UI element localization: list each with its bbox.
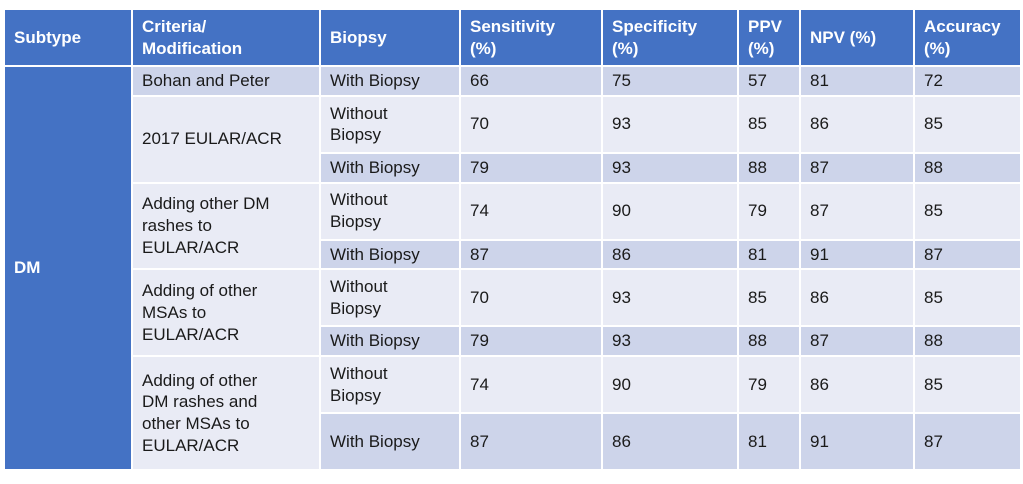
ppv-cell: 79	[737, 355, 801, 414]
header-accuracy: Accuracy (%)	[913, 8, 1022, 67]
specificity-cell: 93	[601, 268, 739, 328]
criteria-cell: Bohan and Peter	[131, 65, 321, 97]
header-ppv: PPV (%)	[737, 8, 801, 67]
sensitivity-cell: 66	[459, 65, 603, 97]
table-row: DM Bohan and Peter With Biopsy 66 75 57 …	[3, 65, 1022, 471]
header-sensitivity: Sensitivity (%)	[459, 8, 603, 67]
biopsy-cell: With Biopsy	[319, 65, 461, 97]
accuracy-cell: 85	[913, 94, 1022, 154]
specificity-cell: 75	[601, 65, 739, 97]
table-row: 2017 EULAR/ACR Without Biopsy 70 93 85 8…	[4, 94, 1022, 184]
header-row: Subtype Criteria/ Modification Biopsy Se…	[3, 8, 1022, 67]
sensitivity-cell: 79	[459, 325, 603, 357]
accuracy-cell: 85	[913, 268, 1022, 328]
table-row: With Biopsy 79 93 88 87 88	[4, 325, 1022, 357]
sensitivity-cell: 70	[459, 94, 603, 154]
table-row: With Biopsy 79 93 88 87 88	[4, 151, 1022, 184]
sensitivity-cell: 87	[459, 238, 603, 271]
table-row: Adding other DM rashes to EULAR/ACR With…	[4, 181, 1022, 271]
ppv-cell: 85	[737, 268, 801, 328]
biopsy-cell: Without Biopsy	[319, 181, 461, 241]
biopsy-cell: Without Biopsy	[319, 268, 461, 328]
specificity-cell: 93	[601, 94, 739, 154]
biopsy-cell: With Biopsy	[319, 151, 461, 184]
specificity-cell: 90	[601, 355, 739, 414]
header-criteria: Criteria/ Modification	[131, 8, 321, 67]
header-npv: NPV (%)	[799, 8, 915, 67]
header-specificity: Specificity (%)	[601, 8, 739, 67]
biopsy-cell: With Biopsy	[319, 238, 461, 271]
accuracy-cell: 85	[913, 181, 1022, 241]
criteria-cell: Adding of other MSAs to EULAR/ACR	[131, 268, 321, 357]
accuracy-cell: 87	[913, 238, 1022, 271]
ppv-cell: 79	[737, 181, 801, 241]
ppv-cell: 85	[737, 94, 801, 154]
ppv-cell: 81	[737, 412, 801, 471]
npv-cell: 87	[799, 325, 915, 357]
sensitivity-cell: 79	[459, 151, 603, 184]
table-row: With Biopsy 87 86 81 91 87	[4, 238, 1022, 271]
accuracy-cell: 72	[913, 65, 1022, 97]
header-biopsy: Biopsy	[319, 8, 461, 67]
biopsy-cell: With Biopsy	[319, 325, 461, 357]
sensitivity-cell: 87	[459, 412, 603, 471]
specificity-cell: 90	[601, 181, 739, 241]
ppv-cell: 81	[737, 238, 801, 271]
sensitivity-cell: 74	[459, 181, 603, 241]
ppv-cell: 88	[737, 151, 801, 184]
diagnostic-criteria-table: Subtype Criteria/ Modification Biopsy Se…	[3, 8, 1022, 471]
biopsy-cell: With Biopsy	[319, 412, 461, 471]
specificity-cell: 93	[601, 325, 739, 357]
npv-cell: 91	[799, 412, 915, 471]
accuracy-cell: 85	[913, 355, 1022, 414]
specificity-cell: 86	[601, 238, 739, 271]
specificity-cell: 86	[601, 412, 739, 471]
ppv-cell: 57	[737, 65, 801, 97]
header-subtype: Subtype	[3, 8, 133, 67]
accuracy-cell: 87	[913, 412, 1022, 471]
accuracy-cell: 88	[913, 151, 1022, 184]
criteria-cell: 2017 EULAR/ACR	[131, 94, 321, 184]
npv-cell: 86	[799, 94, 915, 154]
npv-cell: 81	[799, 65, 915, 97]
biopsy-cell: Without Biopsy	[319, 355, 461, 414]
npv-cell: 87	[799, 181, 915, 241]
npv-cell: 86	[799, 268, 915, 328]
sensitivity-cell: 70	[459, 268, 603, 328]
biopsy-cell: Without Biopsy	[319, 94, 461, 154]
criteria-cell: Adding of other DM rashes and other MSAs…	[131, 355, 321, 471]
subtype-cell: DM	[3, 65, 133, 471]
npv-cell: 86	[799, 355, 915, 414]
table-row: Adding of other DM rashes and other MSAs…	[4, 355, 1022, 471]
diagnostic-criteria-table-wrapper: Subtype Criteria/ Modification Biopsy Se…	[3, 8, 1022, 471]
accuracy-cell: 88	[913, 325, 1022, 357]
sensitivity-cell: 74	[459, 355, 603, 414]
npv-cell: 91	[799, 238, 915, 271]
specificity-cell: 93	[601, 151, 739, 184]
ppv-cell: 88	[737, 325, 801, 357]
table-row: Adding of other MSAs to EULAR/ACR Withou…	[4, 268, 1022, 357]
table-row: With Biopsy 87 86 81 91 87	[4, 412, 1022, 471]
npv-cell: 87	[799, 151, 915, 184]
criteria-cell: Adding other DM rashes to EULAR/ACR	[131, 181, 321, 271]
